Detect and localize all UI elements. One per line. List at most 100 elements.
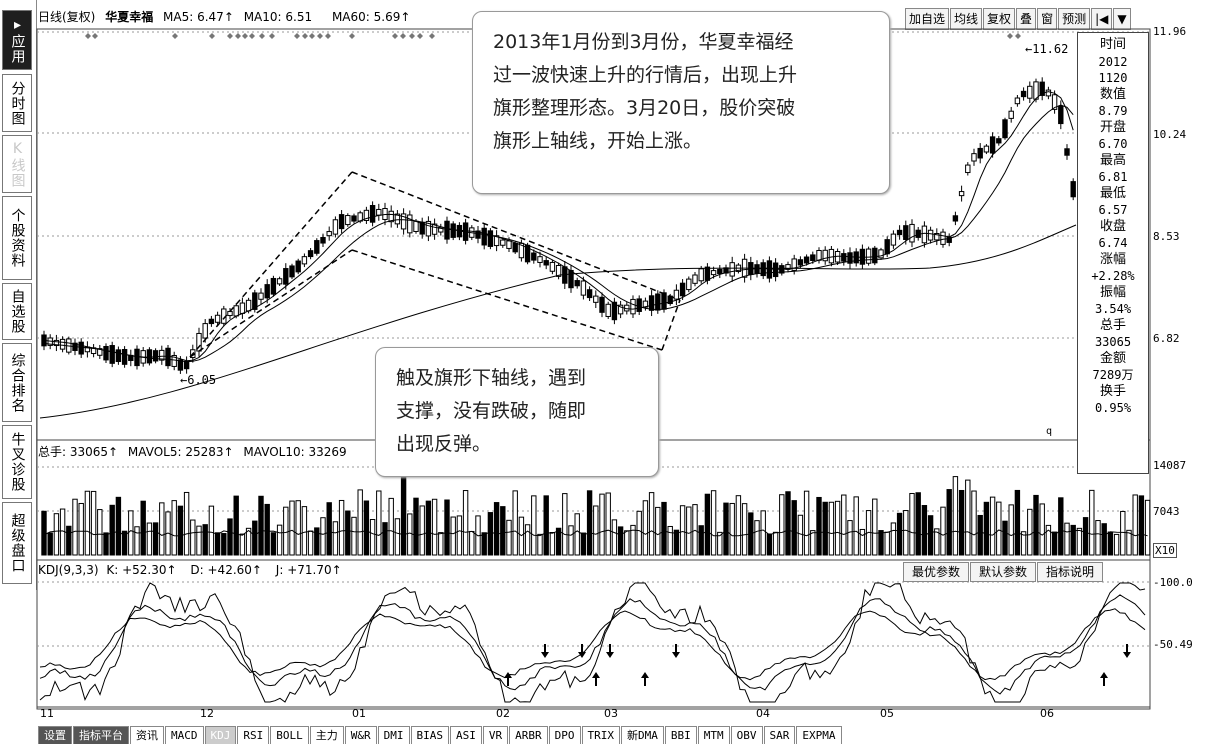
toolbar-button-6[interactable]: |◀	[1091, 8, 1113, 30]
low-value: 6.05	[187, 373, 217, 387]
tab-6[interactable]: BOLL	[270, 726, 309, 744]
optimal-params-button[interactable]: 最优参数	[903, 562, 970, 582]
tab-14[interactable]: DPO	[548, 726, 581, 744]
candle-body	[568, 269, 574, 289]
volume-bar	[1144, 499, 1151, 556]
ma60-value: MA60: 5.69↑	[331, 10, 411, 24]
toolbar-button-1[interactable]: 均线	[950, 8, 983, 30]
info-value: 8.79	[1098, 104, 1128, 118]
volume-bar	[661, 501, 667, 556]
volume-bar	[1082, 517, 1089, 556]
volume-bar	[239, 533, 246, 556]
kdj-axis-label: -100.0	[1153, 576, 1193, 589]
callout-line: 旗形上轴线，开始上涨。	[493, 130, 703, 152]
candle-body	[314, 240, 320, 254]
info-value: 2012	[1098, 54, 1128, 69]
toolbar-button-4[interactable]: 窗	[1037, 8, 1058, 30]
tab-4[interactable]: KDJ	[204, 726, 237, 744]
tab-0[interactable]: 设置	[38, 726, 72, 744]
volume-bar	[183, 491, 190, 556]
candle-body	[549, 261, 556, 272]
candle-body	[884, 239, 890, 255]
tab-17[interactable]: BBI	[664, 726, 697, 744]
volume-bar	[822, 501, 828, 556]
volume-bar	[847, 520, 853, 556]
volume-bar	[872, 498, 878, 556]
price-axis-label: 8.53	[1153, 230, 1180, 243]
tab-3[interactable]: MACD	[165, 726, 204, 744]
tab-13[interactable]: ARBR	[509, 726, 548, 744]
sidebar-item-1[interactable]: 分时图	[2, 74, 32, 132]
toolbar-button-2[interactable]: 复权	[983, 8, 1016, 30]
volume-bar	[1058, 497, 1064, 556]
candle-body	[729, 262, 735, 277]
candle-body	[338, 214, 345, 230]
kdj-k-value: K: +52.30↑	[106, 563, 177, 577]
price-axis-label: 10.24	[1153, 128, 1187, 141]
volume-scale-label[interactable]: X10	[1153, 543, 1177, 558]
volume-bar	[345, 510, 351, 556]
tab-10[interactable]: BIAS	[410, 726, 449, 744]
candle-body	[1039, 81, 1045, 96]
volume-bar	[233, 495, 239, 556]
period-label[interactable]: 日线(复权)	[38, 10, 96, 24]
volume-bar	[332, 521, 339, 556]
ma60-line	[39, 224, 1077, 419]
volume-bar	[1033, 494, 1039, 556]
tab-16[interactable]: 新DMA	[621, 726, 664, 744]
sidebar-item-2[interactable]: K线图	[2, 135, 32, 193]
volume-bar	[580, 532, 587, 556]
volume-bar	[927, 515, 934, 556]
candle-body	[555, 264, 562, 277]
candle-body	[872, 247, 878, 264]
volume-bar	[438, 532, 444, 556]
tab-7[interactable]: 主力	[309, 726, 344, 744]
stock-name: 华夏幸福	[105, 10, 154, 24]
tab-9[interactable]: DMI	[377, 726, 410, 744]
kdj-j-value: J: +71.70↑	[275, 563, 342, 577]
volume-bar	[859, 528, 866, 556]
tab-18[interactable]: MTM	[697, 726, 730, 744]
candle-body	[816, 249, 822, 261]
sidebar-item-3[interactable]: 个股资料	[2, 196, 32, 280]
default-params-button[interactable]: 默认参数	[970, 562, 1037, 582]
volume-bar	[357, 489, 363, 556]
signal-diamond	[1007, 33, 1013, 39]
tab-2[interactable]: 资讯	[130, 726, 164, 744]
q-marker: q	[1046, 426, 1053, 437]
sidebar-item-4[interactable]: 自选股	[2, 283, 32, 340]
volume-bar	[140, 500, 146, 556]
signal-diamond	[409, 33, 415, 39]
candle-body	[797, 259, 804, 266]
volume-bar	[469, 530, 475, 556]
tab-1[interactable]: 指标平台	[73, 726, 129, 744]
tab-19[interactable]: OBV	[730, 726, 763, 744]
candle-body	[363, 209, 370, 221]
volume-bar	[289, 500, 295, 556]
tab-21[interactable]: EXPMA	[796, 726, 842, 744]
sidebar-item-5[interactable]: 综合排名	[2, 343, 32, 422]
toolbar-button-0[interactable]: 加自选	[905, 8, 950, 30]
volume-bar	[1027, 508, 1033, 556]
sidebar-item-0[interactable]: ▸应用	[2, 10, 32, 70]
volume-bar	[227, 518, 233, 556]
tab-11[interactable]: ASI	[450, 726, 482, 744]
volume-bar	[276, 524, 283, 556]
toolbar-button-5[interactable]: 预测	[1058, 8, 1091, 30]
volume-bar	[221, 533, 227, 556]
volume-bar	[983, 501, 990, 556]
sidebar-item-6[interactable]: 牛叉诊股	[2, 425, 32, 499]
tab-15[interactable]: TRIX	[581, 726, 620, 744]
sidebar-item-label: 自选股	[9, 289, 26, 334]
candle-body	[438, 226, 444, 233]
toolbar-button-3[interactable]: 叠	[1016, 8, 1037, 30]
candle-body	[351, 215, 357, 222]
sidebar-item-7[interactable]: 超级盘口	[2, 502, 32, 584]
tab-5[interactable]: RSI	[237, 726, 270, 744]
signal-diamond	[259, 33, 265, 39]
tab-20[interactable]: SAR	[763, 726, 796, 744]
tab-12[interactable]: VR	[482, 726, 509, 744]
volume-bar	[1089, 489, 1095, 556]
tab-8[interactable]: W&R	[344, 726, 377, 744]
indicator-help-button[interactable]: 指标说明	[1037, 562, 1104, 582]
